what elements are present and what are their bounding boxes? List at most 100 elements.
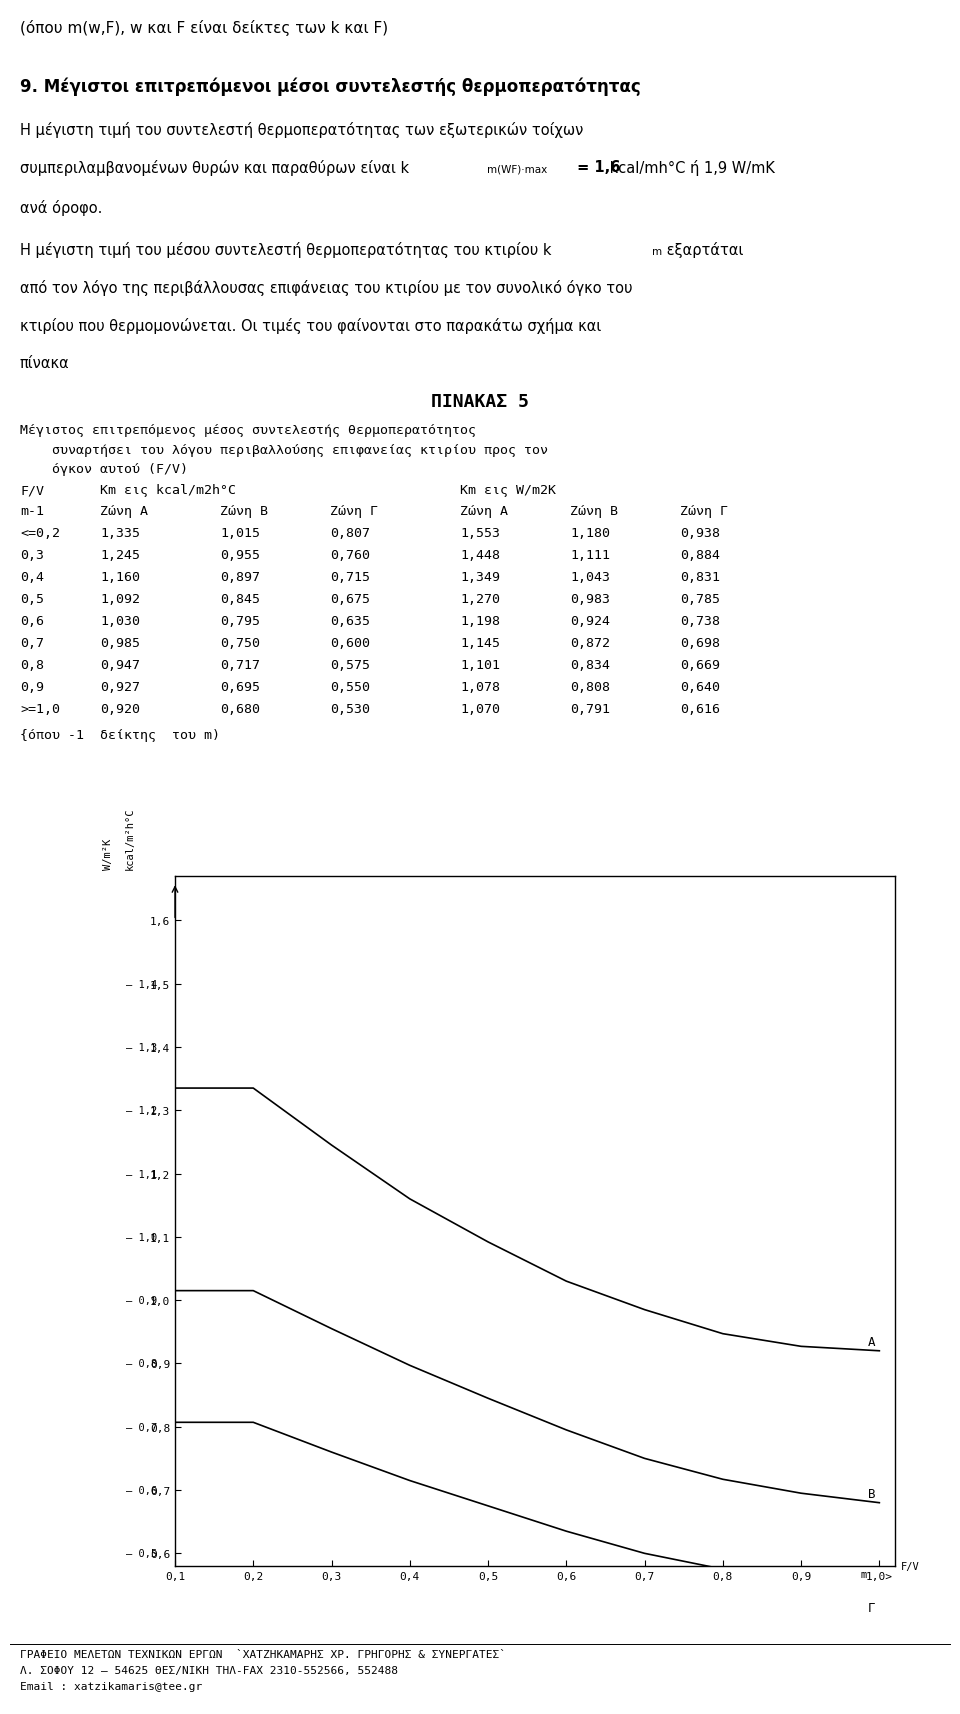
Text: Μέγιστος επιτρεπόμενος μέσος συντελεστής θερμοπερατότητος: Μέγιστος επιτρεπόμενος μέσος συντελεστής… [20,423,476,437]
Text: – 0,8: – 0,8 [126,1359,157,1369]
Text: Η μέγιστη τιμή του συντελεστή θερμοπερατότητας των εξωτερικών τοίχων: Η μέγιστη τιμή του συντελεστή θερμοπερατ… [20,122,584,137]
Text: – 0,6: – 0,6 [126,1484,157,1495]
Text: F/V: F/V [901,1561,920,1572]
Text: m-1: m-1 [20,504,44,518]
Text: 1,448: 1,448 [460,548,500,562]
Text: Ζώνη Α: Ζώνη Α [460,504,508,518]
Text: 1,145: 1,145 [460,636,500,650]
Text: 0,808: 0,808 [570,680,610,694]
Text: 0,3: 0,3 [20,548,44,562]
Text: 0,795: 0,795 [220,615,260,627]
Text: 0,7: 0,7 [20,636,44,650]
Text: W/m²K: W/m²K [103,838,113,869]
Text: 0,600: 0,600 [330,636,370,650]
Text: 0,955: 0,955 [220,548,260,562]
Text: όγκον αυτού (F/V): όγκον αυτού (F/V) [20,463,188,476]
Text: 1,015: 1,015 [220,526,260,540]
Text: 0,938: 0,938 [680,526,720,540]
Text: Ζώνη Β: Ζώνη Β [570,504,618,518]
Text: 0,640: 0,640 [680,680,720,694]
Text: 0,5: 0,5 [20,593,44,605]
Text: συναρτήσει του λόγου περιβαλλούσης επιφανείας κτιρίου προς τον: συναρτήσει του λόγου περιβαλλούσης επιφα… [20,444,548,456]
Text: Email : xatzikamaris@tee.gr: Email : xatzikamaris@tee.gr [20,1681,203,1692]
Text: 1,245: 1,245 [100,548,140,562]
Text: Γ: Γ [868,1601,876,1615]
Text: 0,575: 0,575 [330,658,370,672]
Text: 1,070: 1,070 [460,703,500,715]
Text: Ζώνη Γ: Ζώνη Γ [330,504,378,518]
Text: 1,092: 1,092 [100,593,140,605]
Text: – 0,7: – 0,7 [126,1423,157,1431]
Text: B: B [868,1486,876,1500]
Text: 0,983: 0,983 [570,593,610,605]
Text: = 1,6: = 1,6 [572,159,620,175]
Text: 0,927: 0,927 [100,680,140,694]
Text: 0,616: 0,616 [680,703,720,715]
Text: 0,635: 0,635 [330,615,370,627]
Text: – 0,9: – 0,9 [126,1296,157,1306]
Text: ΠΙΝΑΚΑΣ 5: ΠΙΝΑΚΑΣ 5 [431,393,529,411]
Text: 1,030: 1,030 [100,615,140,627]
Text: 1,349: 1,349 [460,571,500,584]
Text: 0,6: 0,6 [20,615,44,627]
Text: Ζώνη Γ: Ζώνη Γ [680,504,728,518]
Text: 0,698: 0,698 [680,636,720,650]
Text: 0,550: 0,550 [330,680,370,694]
Text: 0,791: 0,791 [570,703,610,715]
Text: 1,553: 1,553 [460,526,500,540]
Text: πίνακα: πίνακα [20,357,70,370]
Text: Ζώνη Β: Ζώνη Β [220,504,268,518]
Text: 0,924: 0,924 [570,615,610,627]
Text: 0,872: 0,872 [570,636,610,650]
Text: 0,8: 0,8 [20,658,44,672]
Text: ΓΡΑΦΕΙΟ ΜΕΛΕΤΩΝ ΤΕΧΝΙΚΩΝ ΕΡΓΩΝ  `ΧΑΤΖΗΚΑΜΑΡΗΣ ΧΡ. ΓΡΗΓΟΡΗΣ & ΣΥΝΕΡΓΑΤΕΣ`: ΓΡΑΦΕΙΟ ΜΕΛΕΤΩΝ ΤΕΧΝΙΚΩΝ ΕΡΓΩΝ `ΧΑΤΖΗΚΑΜ… [20,1649,506,1659]
Text: F/V: F/V [20,483,44,497]
Text: 0,695: 0,695 [220,680,260,694]
Text: – 1,1: – 1,1 [126,1169,157,1179]
Text: – 0,5: – 0,5 [126,1548,157,1558]
Text: 0,831: 0,831 [680,571,720,584]
Text: 0,897: 0,897 [220,571,260,584]
Text: – 1,3: – 1,3 [126,1042,157,1052]
Text: 0,9: 0,9 [20,680,44,694]
Text: 1,180: 1,180 [570,526,610,540]
Text: kcal/m²h°C: kcal/m²h°C [125,807,134,869]
Text: <=0,2: <=0,2 [20,526,60,540]
Text: 9. Μέγιστοι επιτρεπόμενοι μέσοι συντελεστής θερμοπερατότητας: 9. Μέγιστοι επιτρεπόμενοι μέσοι συντελεσ… [20,77,640,96]
Text: 0,920: 0,920 [100,703,140,715]
Text: 0,669: 0,669 [680,658,720,672]
Text: 1,078: 1,078 [460,680,500,694]
Text: 0,738: 0,738 [680,615,720,627]
Text: (όπου m(w,F), w και F είναι δείκτες των k και F): (όπου m(w,F), w και F είναι δείκτες των … [20,21,388,36]
Text: 0,675: 0,675 [330,593,370,605]
Text: 1,198: 1,198 [460,615,500,627]
Text: Λ. ΣΟΦΟΥ 12 – 54625 ΘΕΣ/ΝΙΚΗ ΤΗΛ-FAX 2310-552566, 552488: Λ. ΣΟΦΟΥ 12 – 54625 ΘΕΣ/ΝΙΚΗ ΤΗΛ-FAX 231… [20,1664,398,1675]
Text: – 1,2: – 1,2 [126,1106,157,1116]
Text: από τον λόγο της περιβάλλουσας επιφάνειας του κτιρίου με τον συνολικό όγκο του: από τον λόγο της περιβάλλουσας επιφάνεια… [20,279,633,297]
Text: ανά όροφο.: ανά όροφο. [20,201,103,216]
Text: Km εις W/m2K: Km εις W/m2K [460,483,556,497]
Text: 0,715: 0,715 [330,571,370,584]
Text: 1,043: 1,043 [570,571,610,584]
Text: 0,884: 0,884 [680,548,720,562]
Text: 0,760: 0,760 [330,548,370,562]
Text: 0,947: 0,947 [100,658,140,672]
Text: 1,160: 1,160 [100,571,140,584]
Text: 0,785: 0,785 [680,593,720,605]
Text: m: m [652,247,662,257]
Text: Km εις kcal/m2h°C: Km εις kcal/m2h°C [100,483,236,497]
Text: εξαρτάται: εξαρτάται [662,242,743,257]
Text: 1,270: 1,270 [460,593,500,605]
Text: 1,111: 1,111 [570,548,610,562]
Text: – 1,4: – 1,4 [126,979,157,989]
Text: 0,750: 0,750 [220,636,260,650]
Text: m: m [860,1570,867,1579]
Text: 1,101: 1,101 [460,658,500,672]
Text: 0,4: 0,4 [20,571,44,584]
Text: 0,985: 0,985 [100,636,140,650]
Text: 0,845: 0,845 [220,593,260,605]
Text: – 1,0: – 1,0 [126,1232,157,1243]
Text: A: A [868,1335,876,1347]
Text: 0,834: 0,834 [570,658,610,672]
Text: Η μέγιστη τιμή του μέσου συντελεστή θερμοπερατότητας του κτιρίου k: Η μέγιστη τιμή του μέσου συντελεστή θερμ… [20,242,551,257]
